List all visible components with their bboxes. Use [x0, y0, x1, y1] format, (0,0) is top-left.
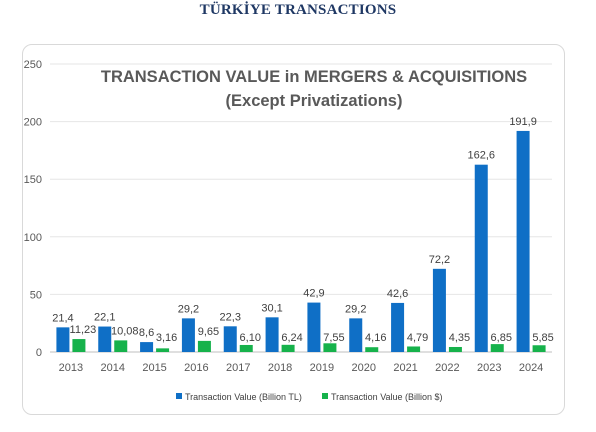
bar-tl: [223, 326, 237, 352]
bar-usd: [281, 344, 295, 352]
bar-tl: [140, 342, 154, 352]
x-tick-label: 2020: [352, 362, 376, 374]
page-title: TÜRKİYE TRANSACTIONS: [199, 2, 397, 18]
x-tick-label: 2024: [519, 362, 543, 374]
data-label-usd: 11,23: [70, 324, 97, 336]
bar-usd: [532, 345, 546, 352]
data-label-tl: 42,6: [387, 288, 408, 300]
data-label-tl: 191,9: [509, 116, 537, 128]
bar-tl: [265, 317, 279, 352]
y-axis: 0 50 100 150 200 250: [24, 59, 42, 359]
x-axis: 2013 2014 2015 2016 2017 2018 2019 2020 2021 2022…: [59, 362, 544, 374]
data-label-usd: 10,08: [111, 325, 139, 337]
chart-title: TRANSACTION VALUE in MERGERS & ACQUISITI…: [101, 68, 527, 86]
data-label-tl: 42,9: [303, 288, 324, 300]
data-label-tl: 30,1: [261, 302, 282, 314]
legend-swatch-tl: [176, 393, 182, 399]
data-label-usd: 3,16: [156, 332, 177, 344]
x-tick-label: 2013: [59, 362, 83, 374]
x-tick-label: 2022: [435, 362, 459, 374]
bar-tl: [307, 302, 321, 352]
bar-usd: [448, 346, 462, 352]
data-label-tl: 72,2: [429, 254, 450, 266]
bar-usd: [323, 343, 337, 352]
data-label-usd: 6,10: [240, 332, 261, 344]
chart-card: [22, 44, 565, 415]
bar-tl: [516, 130, 530, 352]
y-tick-label: 0: [36, 347, 42, 359]
bar-tl: [391, 302, 405, 352]
legend-swatch-usd: [322, 393, 328, 399]
bar-usd: [490, 344, 504, 352]
x-tick-label: 2021: [393, 362, 417, 374]
bar-usd: [156, 348, 170, 352]
bar-tl: [474, 164, 488, 352]
data-label-usd: 9,65: [198, 326, 219, 338]
data-label-usd: 6,24: [281, 332, 302, 344]
x-tick-label: 2016: [184, 362, 208, 374]
x-tick-label: 2015: [142, 362, 166, 374]
y-tick-label: 50: [30, 289, 42, 301]
data-label-tl: 21,4: [52, 312, 73, 324]
x-tick-label: 2019: [310, 362, 334, 374]
y-tick-label: 100: [24, 232, 42, 244]
data-label-usd: 4,16: [365, 332, 386, 344]
bar-usd: [197, 340, 211, 352]
y-tick-label: 200: [24, 117, 42, 129]
data-label-tl: 29,2: [178, 303, 199, 315]
bar-usd: [365, 347, 379, 352]
x-tick-label: 2018: [268, 362, 292, 374]
x-tick-label: 2017: [226, 362, 250, 374]
x-tick-label: 2023: [477, 362, 501, 374]
data-label-tl: 22,1: [94, 312, 115, 324]
bar-usd: [239, 344, 253, 352]
chart-legend: Transaction Value (Billion TL) Transactio…: [176, 392, 443, 402]
data-label-usd: 6,85: [491, 332, 512, 344]
bar-usd: [72, 339, 86, 352]
y-tick-label: 250: [24, 59, 42, 71]
bar-tl: [349, 318, 363, 352]
data-label-usd: 5,85: [532, 332, 553, 344]
bar-tl: [98, 326, 112, 352]
legend-label-usd: Transaction Value (Billion $): [331, 392, 443, 402]
bar-tl: [56, 327, 70, 352]
data-label-usd: 7,55: [323, 332, 344, 344]
bar-usd: [407, 346, 421, 352]
data-label-tl: 22,3: [220, 311, 241, 323]
bar-usd: [114, 340, 128, 352]
y-tick-label: 150: [24, 174, 42, 186]
chart-bars: [56, 130, 546, 352]
bar-tl: [432, 268, 446, 352]
legend-label-tl: Transaction Value (Billion TL): [185, 392, 302, 402]
chart-gridlines: [50, 63, 552, 353]
data-label-tl: 29,2: [345, 303, 366, 315]
data-label-usd: 4,79: [407, 332, 428, 344]
bar-tl: [181, 318, 195, 352]
data-label-tl: 162,6: [467, 150, 495, 162]
data-label-tl: 8,6: [139, 327, 154, 339]
chart-subtitle: (Except Privatizations): [226, 92, 403, 110]
data-label-usd: 4,35: [449, 332, 470, 344]
x-tick-label: 2014: [101, 362, 125, 374]
